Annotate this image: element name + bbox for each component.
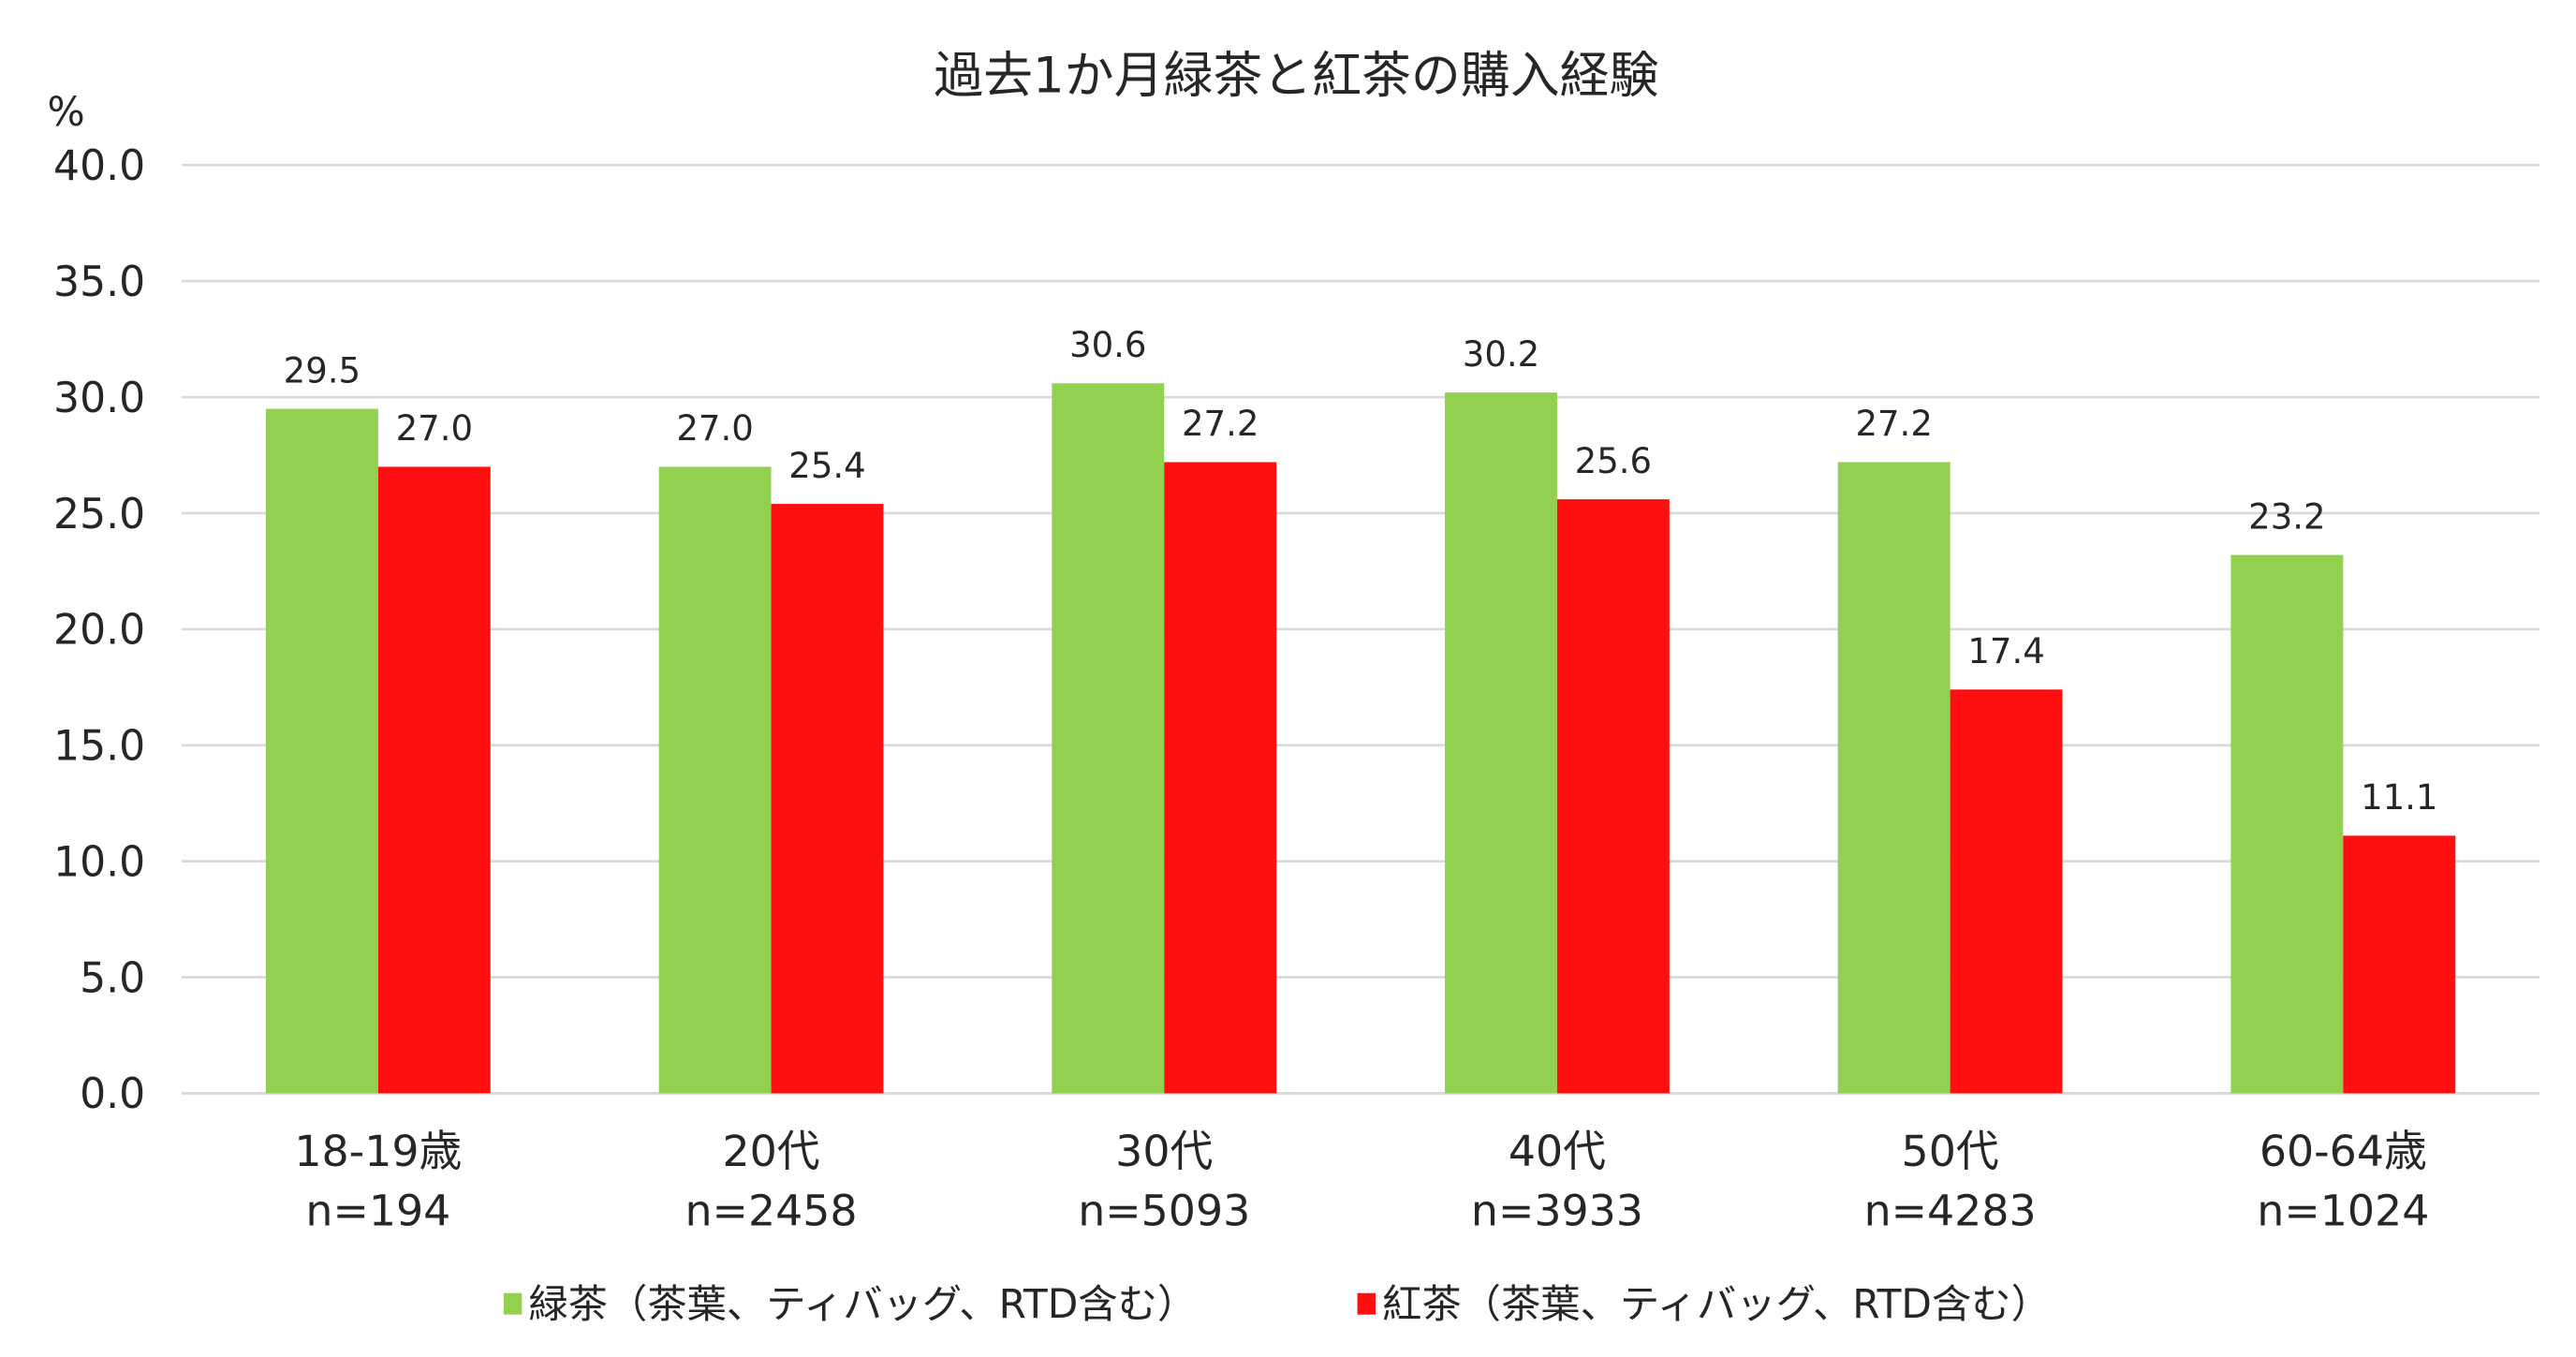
x-category-sample-size: n=4283 bbox=[1864, 1185, 2037, 1235]
y-tick-label: 35.0 bbox=[53, 258, 145, 306]
x-category-sample-size: n=5093 bbox=[1078, 1185, 1250, 1235]
data-label: 27.0 bbox=[676, 408, 753, 449]
y-tick-label: 20.0 bbox=[53, 607, 145, 655]
data-label: 30.2 bbox=[1463, 334, 1539, 375]
legend-label: 緑茶（茶葉、ティバッグ、RTD含む） bbox=[528, 1281, 1197, 1327]
bar-green-tea bbox=[658, 466, 772, 1094]
legend: 緑茶（茶葉、ティバッグ、RTD含む） 紅茶（茶葉、ティバッグ、RTD含む） bbox=[503, 1281, 2051, 1327]
y-tick-label: 10.0 bbox=[53, 838, 145, 886]
x-category-label: 30代 bbox=[1115, 1126, 1213, 1176]
y-tick-label: 25.0 bbox=[53, 491, 145, 538]
data-label: 27.2 bbox=[1855, 404, 1932, 444]
bar-green-tea bbox=[1837, 462, 1950, 1094]
gridlines bbox=[182, 164, 2540, 1095]
data-label: 25.4 bbox=[788, 446, 865, 486]
x-axis-categories: 18-19歳 n=194 20代 n=2458 30代 n=5093 40代 n=3933 50… bbox=[294, 1126, 2429, 1235]
data-label: 25.6 bbox=[1575, 441, 1652, 481]
x-category-sample-size: n=194 bbox=[305, 1185, 450, 1235]
bar-green-tea bbox=[2230, 554, 2344, 1094]
x-category-label: 60-64歳 bbox=[2260, 1126, 2427, 1176]
data-label: 17.4 bbox=[1967, 631, 2044, 671]
chart-title: 過去1か月緑茶と紅茶の購入経験 bbox=[934, 48, 1658, 105]
legend-swatch bbox=[1357, 1292, 1376, 1315]
y-tick-label: 0.0 bbox=[80, 1070, 145, 1118]
x-category-label: 50代 bbox=[1902, 1126, 1999, 1176]
y-axis-unit: % bbox=[47, 89, 84, 135]
x-category-sample-size: n=1024 bbox=[2257, 1185, 2429, 1235]
legend-label: 紅茶（茶葉、ティバッグ、RTD含む） bbox=[1382, 1281, 2051, 1327]
x-category-sample-size: n=3933 bbox=[1471, 1185, 1643, 1235]
data-label: 27.2 bbox=[1182, 404, 1259, 444]
bar-green-tea bbox=[1052, 383, 1165, 1094]
x-category-label: 18-19歳 bbox=[294, 1126, 462, 1176]
y-axis-ticks: 0.0 5.0 10.0 15.0 20.0 25.0 30.0 35.0 40.0 bbox=[53, 142, 145, 1118]
y-tick-label: 40.0 bbox=[53, 142, 145, 190]
y-tick-label: 30.0 bbox=[53, 375, 145, 422]
x-category-label: 40代 bbox=[1509, 1126, 1606, 1176]
bar-green-tea bbox=[1445, 392, 1557, 1094]
x-category-label: 20代 bbox=[722, 1126, 819, 1176]
bar-green-tea bbox=[265, 408, 378, 1094]
bar-black-tea bbox=[771, 504, 884, 1094]
bar-black-tea bbox=[1556, 499, 1670, 1094]
bar-black-tea bbox=[1950, 689, 2063, 1094]
data-label: 27.0 bbox=[396, 408, 473, 449]
data-label: 23.2 bbox=[2248, 496, 2325, 537]
y-tick-label: 15.0 bbox=[53, 723, 145, 771]
data-label: 30.6 bbox=[1069, 325, 1146, 365]
bar-black-tea bbox=[1164, 462, 1277, 1094]
data-label: 29.5 bbox=[284, 350, 361, 391]
y-tick-label: 5.0 bbox=[80, 954, 145, 1002]
data-labels: 29.5 27.0 27.0 25.4 30.6 27.2 30.2 25.6 27.2 17.4… bbox=[284, 325, 2438, 818]
legend-swatch bbox=[503, 1292, 523, 1315]
data-label: 11.1 bbox=[2361, 777, 2437, 818]
bar-black-tea bbox=[2343, 835, 2456, 1094]
bar-black-tea bbox=[377, 466, 491, 1094]
bars bbox=[265, 383, 2456, 1094]
x-category-sample-size: n=2458 bbox=[685, 1185, 858, 1235]
